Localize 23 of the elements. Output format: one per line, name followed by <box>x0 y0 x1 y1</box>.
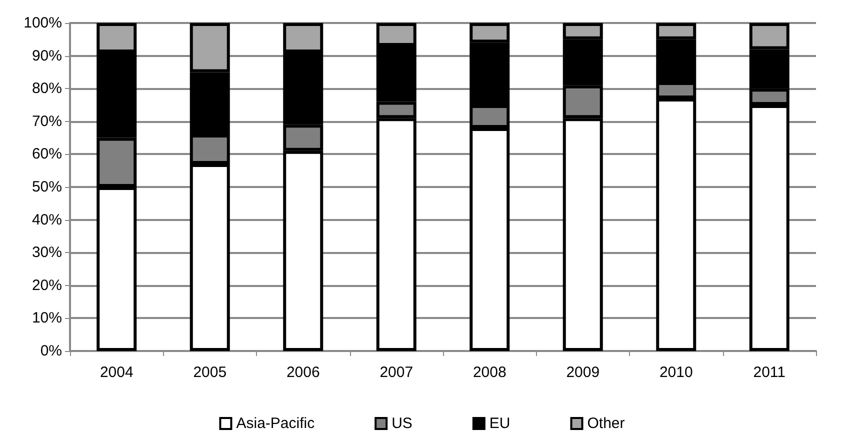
x-tick-label: 2005 <box>193 364 227 381</box>
legend-label: EU <box>489 415 510 432</box>
y-tick-label: 90% <box>32 47 62 64</box>
y-tick-label: 80% <box>32 80 62 98</box>
x-tick-label: 2004 <box>100 364 134 381</box>
y-tick-label: 100% <box>24 14 62 32</box>
y-tick-label: 60% <box>32 146 62 163</box>
y-tick-label: 20% <box>32 276 62 294</box>
x-tick-label: 2011 <box>753 364 786 381</box>
y-tick-label: 10% <box>32 310 62 327</box>
x-tick-label: 2006 <box>286 364 320 381</box>
x-tick-label: 2008 <box>472 364 506 381</box>
x-tick-label: 2007 <box>380 364 414 381</box>
x-tick-label: 2010 <box>659 364 693 381</box>
y-tick-label: 40% <box>32 211 62 228</box>
x-tick-label: 2009 <box>566 364 600 381</box>
legend-label: US <box>392 415 412 432</box>
y-tick-label: 70% <box>32 112 62 130</box>
y-tick-label: 0% <box>40 342 62 360</box>
y-tick-label: 50% <box>32 178 62 196</box>
legend-label: Asia-Pacific <box>236 415 316 432</box>
legend-label: Other <box>587 415 625 432</box>
y-tick-label: 30% <box>32 244 62 262</box>
